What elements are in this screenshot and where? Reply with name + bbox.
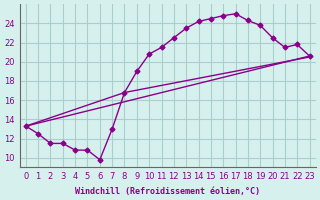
X-axis label: Windchill (Refroidissement éolien,°C): Windchill (Refroidissement éolien,°C) (75, 187, 260, 196)
